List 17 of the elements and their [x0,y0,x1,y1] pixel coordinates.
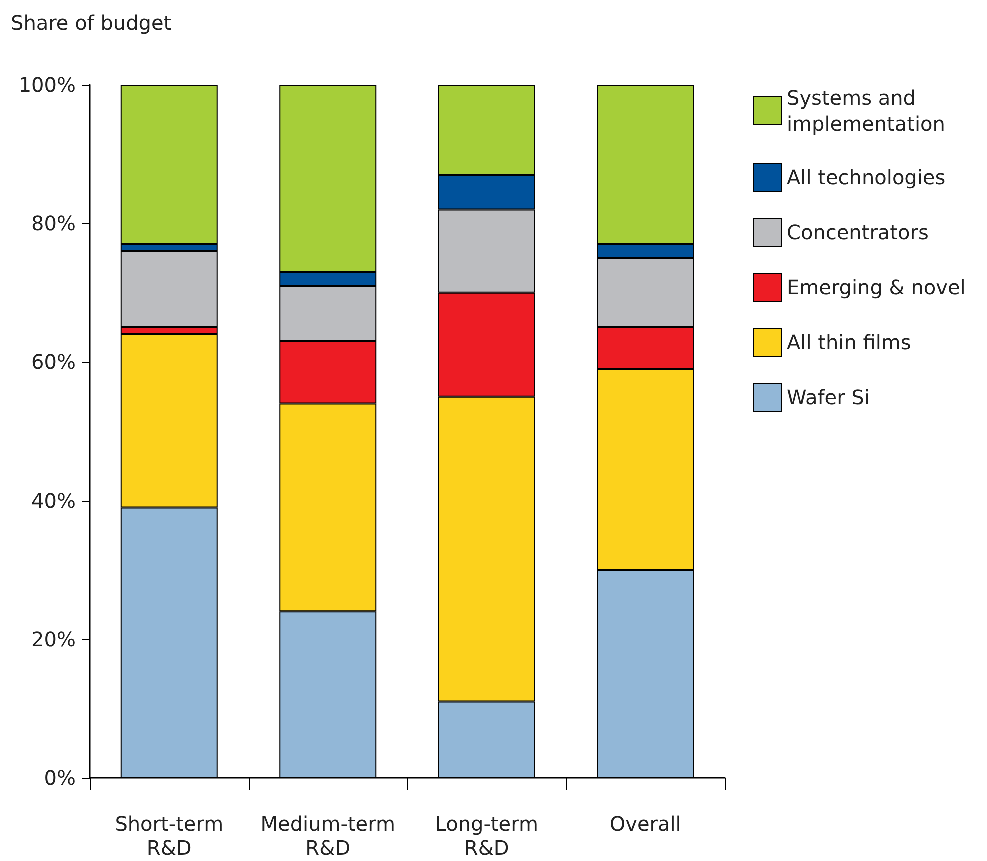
legend-label: Systems and implementation [787,86,946,136]
y-tick-label: 0% [44,766,76,790]
x-tick-label: Overall [610,812,682,836]
y-tick-label: 20% [32,627,76,652]
x-tick-label: Medium-term R&D [260,812,396,860]
y-tick-label: 100% [18,73,76,97]
legend-label: All thin films [787,330,912,354]
y-axis-title: Share of budget [11,11,172,35]
y-tick-label: 60% [32,350,76,374]
legend-label: All technologies [787,166,946,190]
legend-label: Emerging & novel [787,276,966,300]
x-tick-label: Long-term R&D [435,812,538,860]
legend-label: Wafer Si [787,386,870,410]
y-tick-label: 80% [32,212,76,236]
y-tick-label: 40% [32,488,76,513]
legend-label: Concentrators [787,220,929,244]
x-tick-label: Short-term R&D [115,812,224,860]
